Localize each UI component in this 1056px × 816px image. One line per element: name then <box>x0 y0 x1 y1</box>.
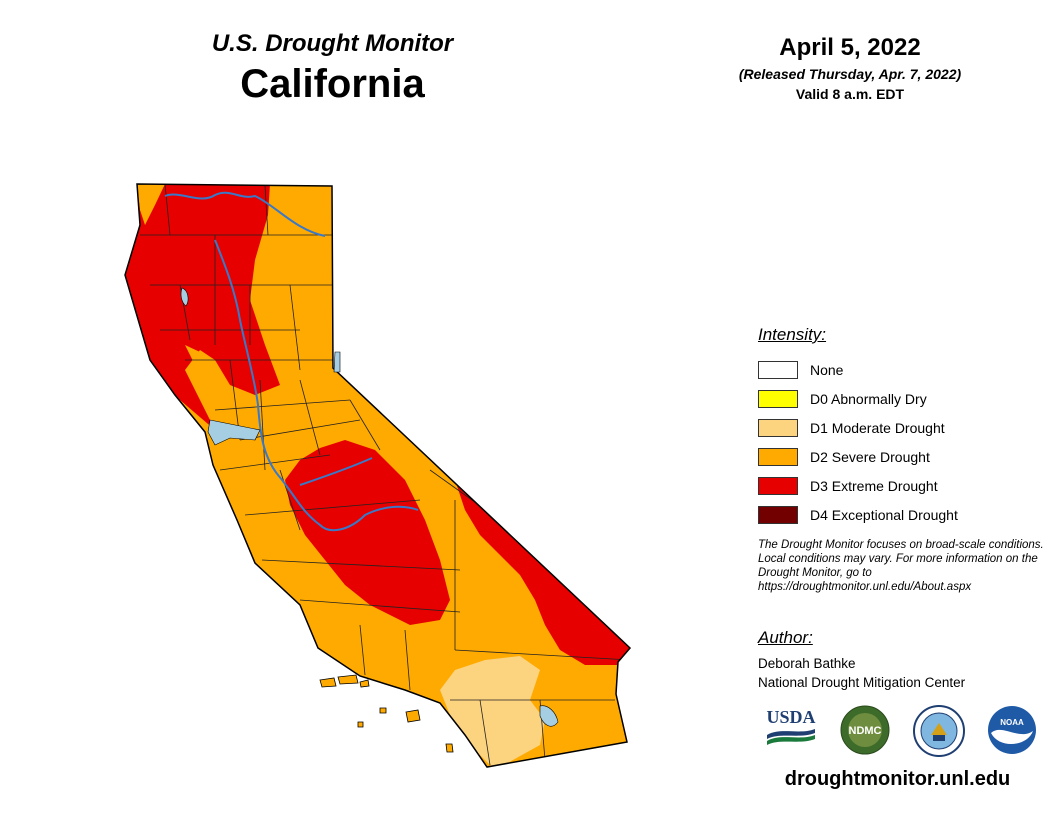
logo-strip: USDA NDMC NOAA <box>765 705 1040 763</box>
legend-label: D0 Abnormally Dry <box>810 390 927 407</box>
author-name: Deborah Bathke <box>758 656 856 671</box>
ca-state-outline <box>124 183 632 768</box>
legend-item: D3 Extreme Drought <box>758 471 1048 500</box>
legend-label: None <box>810 361 844 378</box>
noaa-logo-text: NOAA <box>1000 718 1024 727</box>
d3-region-north <box>125 184 280 430</box>
legend-label: D1 Moderate Drought <box>810 419 945 436</box>
legend-item: D4 Exceptional Drought <box>758 500 1048 529</box>
rivers <box>164 191 419 532</box>
author-block: Author: Deborah Bathke National Drought … <box>758 628 1048 692</box>
d1-region-south <box>440 656 545 767</box>
legend-item: D1 Moderate Drought <box>758 413 1048 442</box>
legend-item: None <box>758 355 1048 384</box>
legend-swatch-d1 <box>758 418 798 437</box>
legend-swatch-d3 <box>758 476 798 495</box>
legend-item: D2 Severe Drought <box>758 442 1048 471</box>
legend-item: D0 Abnormally Dry <box>758 384 1048 413</box>
channel-islands <box>319 674 454 753</box>
author-org: National Drought Mitigation Center <box>758 675 966 690</box>
legend-title: Intensity: <box>758 325 827 344</box>
usda-logo-text: USDA <box>766 707 815 727</box>
d2-wedge-north <box>185 345 230 400</box>
d2-strip-northwest <box>137 184 165 225</box>
legend-label: D4 Exceptional Drought <box>810 506 958 523</box>
website-url: droughtmonitor.unl.edu <box>784 768 1011 790</box>
ndmc-logo: NDMC <box>840 705 890 755</box>
map-header: U.S. Drought Monitor California <box>150 30 515 107</box>
legend-label: D3 Extreme Drought <box>810 477 938 494</box>
legend-swatch-d4 <box>758 505 798 524</box>
doc-seal-logo <box>913 705 965 757</box>
county-lines <box>140 184 630 766</box>
valid-time: Valid 8 a.m. EDT <box>795 86 905 102</box>
legend-swatch-d0 <box>758 389 798 408</box>
noaa-logo: NOAA <box>988 706 1036 754</box>
disclaimer-note: The Drought Monitor focuses on broad-sca… <box>758 539 1044 593</box>
legend-swatch-d2 <box>758 447 798 466</box>
author-title: Author: <box>758 628 813 647</box>
map-supertitle: U.S. Drought Monitor <box>211 30 454 57</box>
water-bodies <box>180 287 559 727</box>
legend-label: D2 Severe Drought <box>810 448 930 465</box>
map-date: April 5, 2022 <box>779 34 921 61</box>
usda-logo: USDA <box>766 707 816 745</box>
ndmc-logo-text: NDMC <box>849 725 882 737</box>
d3-region-central <box>285 440 450 625</box>
legend: Intensity: None D0 Abnormally Dry D1 Mod… <box>758 325 1048 529</box>
release-date: (Released Thursday, Apr. 7, 2022) <box>738 66 962 82</box>
date-block: April 5, 2022 (Released Thursday, Apr. 7… <box>700 34 1000 102</box>
legend-swatch-none <box>758 360 798 379</box>
california-drought-map <box>124 183 632 768</box>
map-title: California <box>240 62 425 106</box>
